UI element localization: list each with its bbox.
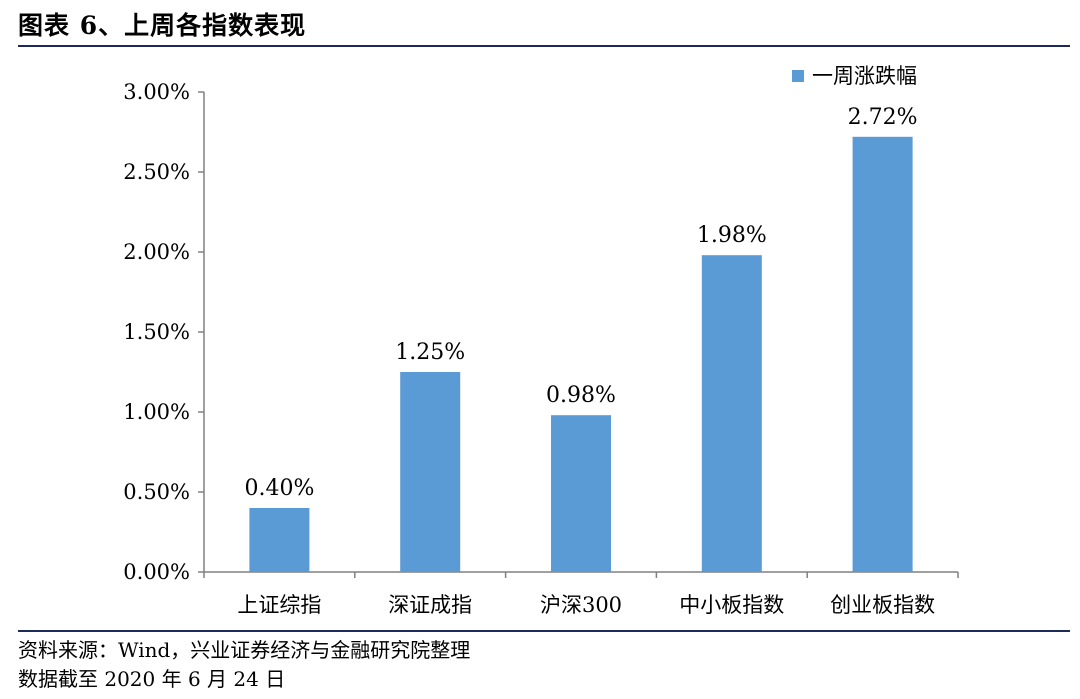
bar: [701, 255, 762, 572]
x-category-label: 深证成指: [388, 593, 472, 617]
y-tick-label: 0.50%: [123, 480, 190, 504]
bar-value-label: 0.40%: [244, 476, 314, 501]
bar-value-label: 1.98%: [697, 223, 767, 248]
bar-value-label: 1.25%: [395, 340, 465, 365]
figure-title: 图表 6、上周各指数表现: [18, 11, 307, 40]
bar: [551, 415, 611, 572]
bar-value-label: 2.72%: [848, 105, 918, 130]
source-note: 资料来源：Wind，兴业证券经济与金融研究院整理: [18, 638, 471, 662]
bar-value-label: 0.98%: [546, 383, 616, 408]
footer-rule: [18, 630, 1070, 632]
x-category-label: 沪深300: [540, 593, 622, 617]
bar: [852, 136, 913, 573]
y-tick-label: 3.00%: [123, 80, 190, 104]
legend-label: 一周涨跌幅: [812, 64, 917, 88]
data-cutoff-note: 数据截至 2020 年 6 月 24 日: [18, 667, 286, 691]
x-category-label: 创业板指数: [830, 593, 935, 617]
y-tick-label: 1.00%: [123, 400, 190, 424]
x-category-label: 中小板指数: [679, 593, 784, 617]
bar: [249, 508, 310, 572]
bar-chart: 0.00% 0.50% 1.00% 1.50% 2.00% 2.50% 3.00% 0.40%…: [123, 64, 959, 617]
y-tick-label: 1.50%: [123, 320, 190, 344]
y-tick-label: 2.00%: [123, 240, 190, 264]
x-category-label: 上证综指: [237, 593, 321, 617]
y-tick-label: 2.50%: [123, 160, 190, 184]
legend-swatch: [792, 70, 804, 82]
header-rule: [18, 45, 1070, 47]
bar: [400, 372, 461, 572]
y-tick-label: 0.00%: [123, 560, 190, 584]
